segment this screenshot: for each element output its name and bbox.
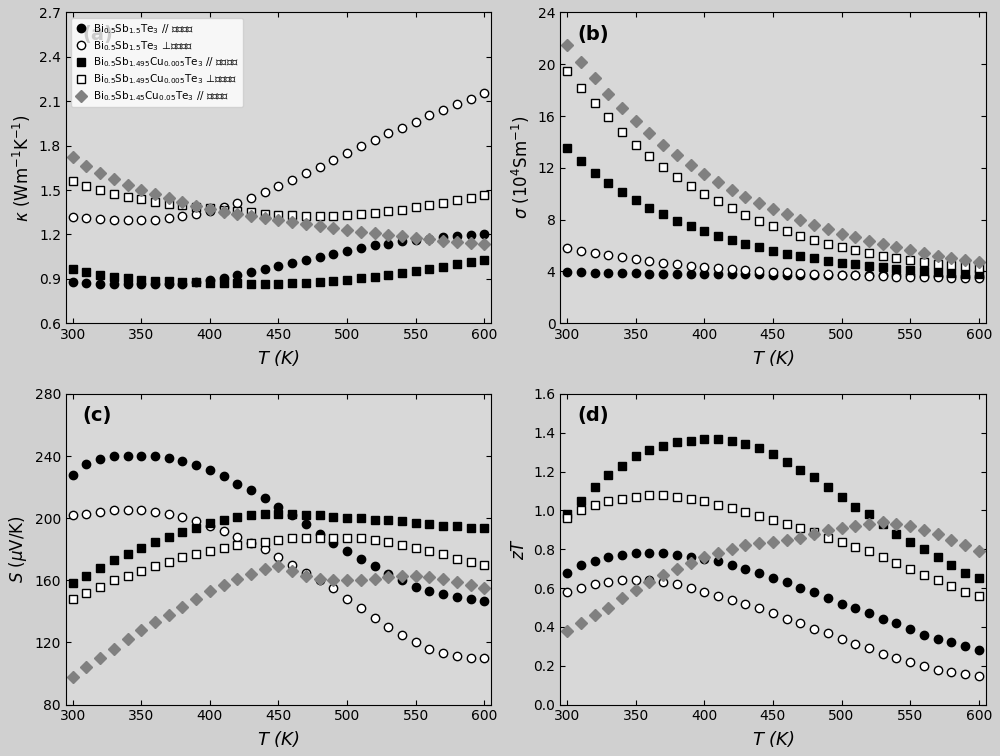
Y-axis label: $\kappa$ (Wm$^{-1}$K$^{-1}$): $\kappa$ (Wm$^{-1}$K$^{-1}$) xyxy=(11,114,33,222)
Y-axis label: $zT$: $zT$ xyxy=(510,538,528,560)
Text: (a): (a) xyxy=(83,25,114,44)
Text: (c): (c) xyxy=(83,406,112,426)
Y-axis label: $\sigma$ (10$^{4}$Sm$^{-1}$): $\sigma$ (10$^{4}$Sm$^{-1}$) xyxy=(510,116,532,219)
X-axis label: $T$ (K): $T$ (K) xyxy=(257,348,300,367)
X-axis label: $T$ (K): $T$ (K) xyxy=(752,729,794,749)
Text: (d): (d) xyxy=(577,406,609,426)
Legend: Bi$_{0.5}$Sb$_{1.5}$Te$_{3}$ // 烧结压力, Bi$_{0.5}$Sb$_{1.5}$Te$_{3}$ ⊥烧结压力, Bi$_{0: Bi$_{0.5}$Sb$_{1.5}$Te$_{3}$ // 烧结压力, Bi… xyxy=(71,17,243,107)
Text: (b): (b) xyxy=(577,25,609,44)
X-axis label: $T$ (K): $T$ (K) xyxy=(257,729,300,749)
Y-axis label: $S$ ($\mu$V/K): $S$ ($\mu$V/K) xyxy=(7,516,29,583)
X-axis label: $T$ (K): $T$ (K) xyxy=(752,348,794,367)
